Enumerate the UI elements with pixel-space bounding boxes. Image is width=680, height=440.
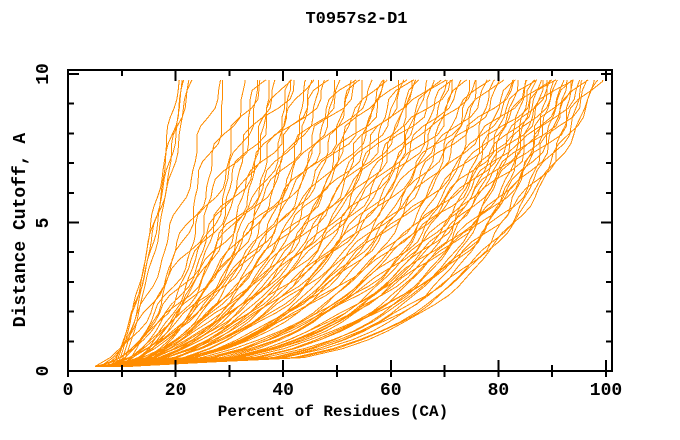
model-curve	[127, 79, 385, 367]
model-curve	[100, 79, 589, 367]
axes-frame-group	[67, 69, 613, 377]
x-tick-label: 20	[164, 381, 187, 401]
model-curve	[105, 79, 451, 367]
model-curve	[121, 79, 573, 367]
model-curve	[94, 79, 462, 367]
model-curve	[94, 79, 267, 367]
y-tick-label: 10	[34, 63, 54, 85]
model-curve	[113, 79, 558, 367]
plot-title: T0957s2-D1	[305, 10, 408, 29]
model-curve	[102, 79, 515, 367]
model-curve	[116, 79, 595, 367]
model-curve	[110, 79, 190, 367]
model-curve	[121, 79, 193, 367]
model-curve	[110, 79, 292, 367]
model-curve	[110, 79, 261, 367]
model-curve	[108, 79, 417, 367]
model-curve	[94, 79, 361, 367]
x-tick-label: 60	[379, 381, 402, 401]
model-curve	[105, 79, 385, 367]
model-curve	[100, 79, 295, 367]
model-curves-group	[94, 79, 604, 367]
model-curve	[108, 79, 551, 367]
model-curve	[116, 79, 357, 367]
model-curve	[121, 79, 405, 367]
y-axis-title: Distance Cutoff, A	[11, 132, 31, 328]
model-curve	[127, 79, 599, 367]
model-curve	[118, 79, 363, 367]
model-curve	[121, 79, 223, 367]
model-curve	[102, 79, 428, 367]
x-axis-title: Percent of Residues (CA)	[217, 403, 449, 421]
model-curve	[100, 79, 553, 367]
x-tick-label: 40	[272, 381, 294, 401]
model-curve	[118, 79, 291, 367]
model-curve	[110, 79, 500, 367]
model-curve	[115, 79, 180, 367]
plot-frame	[67, 69, 613, 372]
model-curve	[119, 79, 453, 367]
y-tick-label: 0	[34, 365, 54, 377]
model-curve	[121, 79, 583, 367]
model-curve	[102, 79, 574, 367]
model-curve	[127, 79, 574, 367]
x-tick-label: 80	[487, 381, 510, 401]
model-curve	[94, 79, 581, 367]
model-curve	[105, 79, 604, 367]
model-curve	[100, 79, 246, 367]
model-curve	[105, 79, 325, 367]
model-curve	[97, 79, 420, 367]
x-tick-label: 100	[589, 381, 623, 401]
model-curve	[110, 79, 408, 367]
model-curve	[108, 79, 356, 367]
model-curve	[105, 79, 222, 367]
model-curve	[110, 79, 373, 367]
model-curve	[108, 79, 270, 367]
model-curve	[97, 79, 504, 367]
model-curve	[116, 79, 537, 367]
model-curve	[102, 79, 341, 367]
x-tick-label: 0	[62, 381, 74, 401]
model-curve	[124, 79, 352, 367]
model-curve	[121, 79, 527, 367]
model-curve	[126, 79, 258, 367]
model-curve	[113, 79, 442, 367]
model-curve	[100, 79, 399, 367]
model-curve	[100, 79, 477, 367]
model-curve	[116, 79, 447, 367]
model-curve	[110, 79, 454, 367]
model-curve	[121, 79, 435, 367]
model-curve	[113, 79, 329, 367]
y-tick-label: 5	[34, 217, 54, 228]
